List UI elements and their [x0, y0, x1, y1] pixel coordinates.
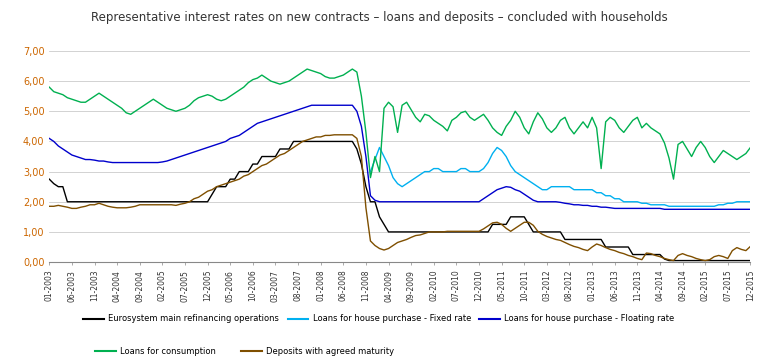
Deposits with agreed maturity — [669, 258, 678, 263]
Loans for house purchase - Fixed rate — [746, 199, 755, 204]
Deposits with agreed maturity — [307, 136, 316, 141]
Loans for house purchase - Floating rate — [534, 199, 543, 204]
Loans for consumption — [339, 73, 348, 77]
Line: Deposits with agreed maturity: Deposits with agreed maturity — [49, 135, 750, 261]
Loans for consumption — [465, 115, 475, 119]
Loans for house purchase - Floating rate — [221, 139, 230, 144]
Deposits with agreed maturity — [221, 182, 230, 186]
Loans for house purchase - Floating rate — [312, 103, 321, 107]
Loans for house purchase - Floating rate — [339, 103, 348, 107]
Eurosystem main refinancing operations — [534, 230, 543, 234]
Loans for house purchase - Floating rate — [465, 199, 475, 204]
Loans for house purchase - Fixed rate — [529, 182, 538, 186]
Deposits with agreed maturity — [534, 229, 543, 233]
Line: Loans for house purchase - Floating rate: Loans for house purchase - Floating rate — [49, 105, 750, 209]
Eurosystem main refinancing operations — [221, 185, 230, 189]
Loans for consumption — [45, 85, 54, 89]
Loans for consumption — [221, 97, 230, 102]
Loans for house purchase - Fixed rate — [461, 166, 470, 171]
Text: Representative interest rates on new contracts – loans and deposits – concluded : Representative interest rates on new con… — [91, 11, 667, 24]
Loans for house purchase - Floating rate — [615, 206, 624, 211]
Loans for consumption — [312, 70, 321, 74]
Deposits with agreed maturity — [615, 250, 624, 254]
Eurosystem main refinancing operations — [465, 230, 475, 234]
Eurosystem main refinancing operations — [615, 245, 624, 249]
Legend: Loans for consumption, Deposits with agreed maturity: Loans for consumption, Deposits with agr… — [95, 347, 394, 356]
Loans for house purchase - Floating rate — [746, 207, 755, 211]
Eurosystem main refinancing operations — [45, 177, 54, 181]
Loans for house purchase - Floating rate — [660, 207, 669, 211]
Deposits with agreed maturity — [330, 132, 339, 137]
Deposits with agreed maturity — [465, 229, 475, 233]
Loans for consumption — [615, 126, 624, 130]
Deposits with agreed maturity — [339, 132, 348, 137]
Deposits with agreed maturity — [746, 244, 755, 249]
Eurosystem main refinancing operations — [312, 139, 321, 144]
Loans for consumption — [534, 111, 543, 115]
Loans for house purchase - Fixed rate — [610, 197, 619, 201]
Eurosystem main refinancing operations — [665, 258, 674, 263]
Eurosystem main refinancing operations — [746, 258, 755, 263]
Line: Eurosystem main refinancing operations: Eurosystem main refinancing operations — [49, 142, 750, 261]
Line: Loans for consumption: Loans for consumption — [49, 69, 750, 179]
Deposits with agreed maturity — [45, 204, 54, 209]
Loans for house purchase - Floating rate — [307, 103, 316, 107]
Loans for house purchase - Floating rate — [45, 136, 54, 141]
Line: Loans for house purchase - Fixed rate: Loans for house purchase - Fixed rate — [371, 147, 750, 206]
Loans for consumption — [302, 67, 312, 71]
Loans for consumption — [746, 145, 755, 150]
Loans for consumption — [669, 177, 678, 181]
Legend: Eurosystem main refinancing operations, Loans for house purchase - Fixed rate, L: Eurosystem main refinancing operations, … — [83, 314, 675, 324]
Eurosystem main refinancing operations — [339, 139, 348, 144]
Eurosystem main refinancing operations — [289, 139, 298, 144]
